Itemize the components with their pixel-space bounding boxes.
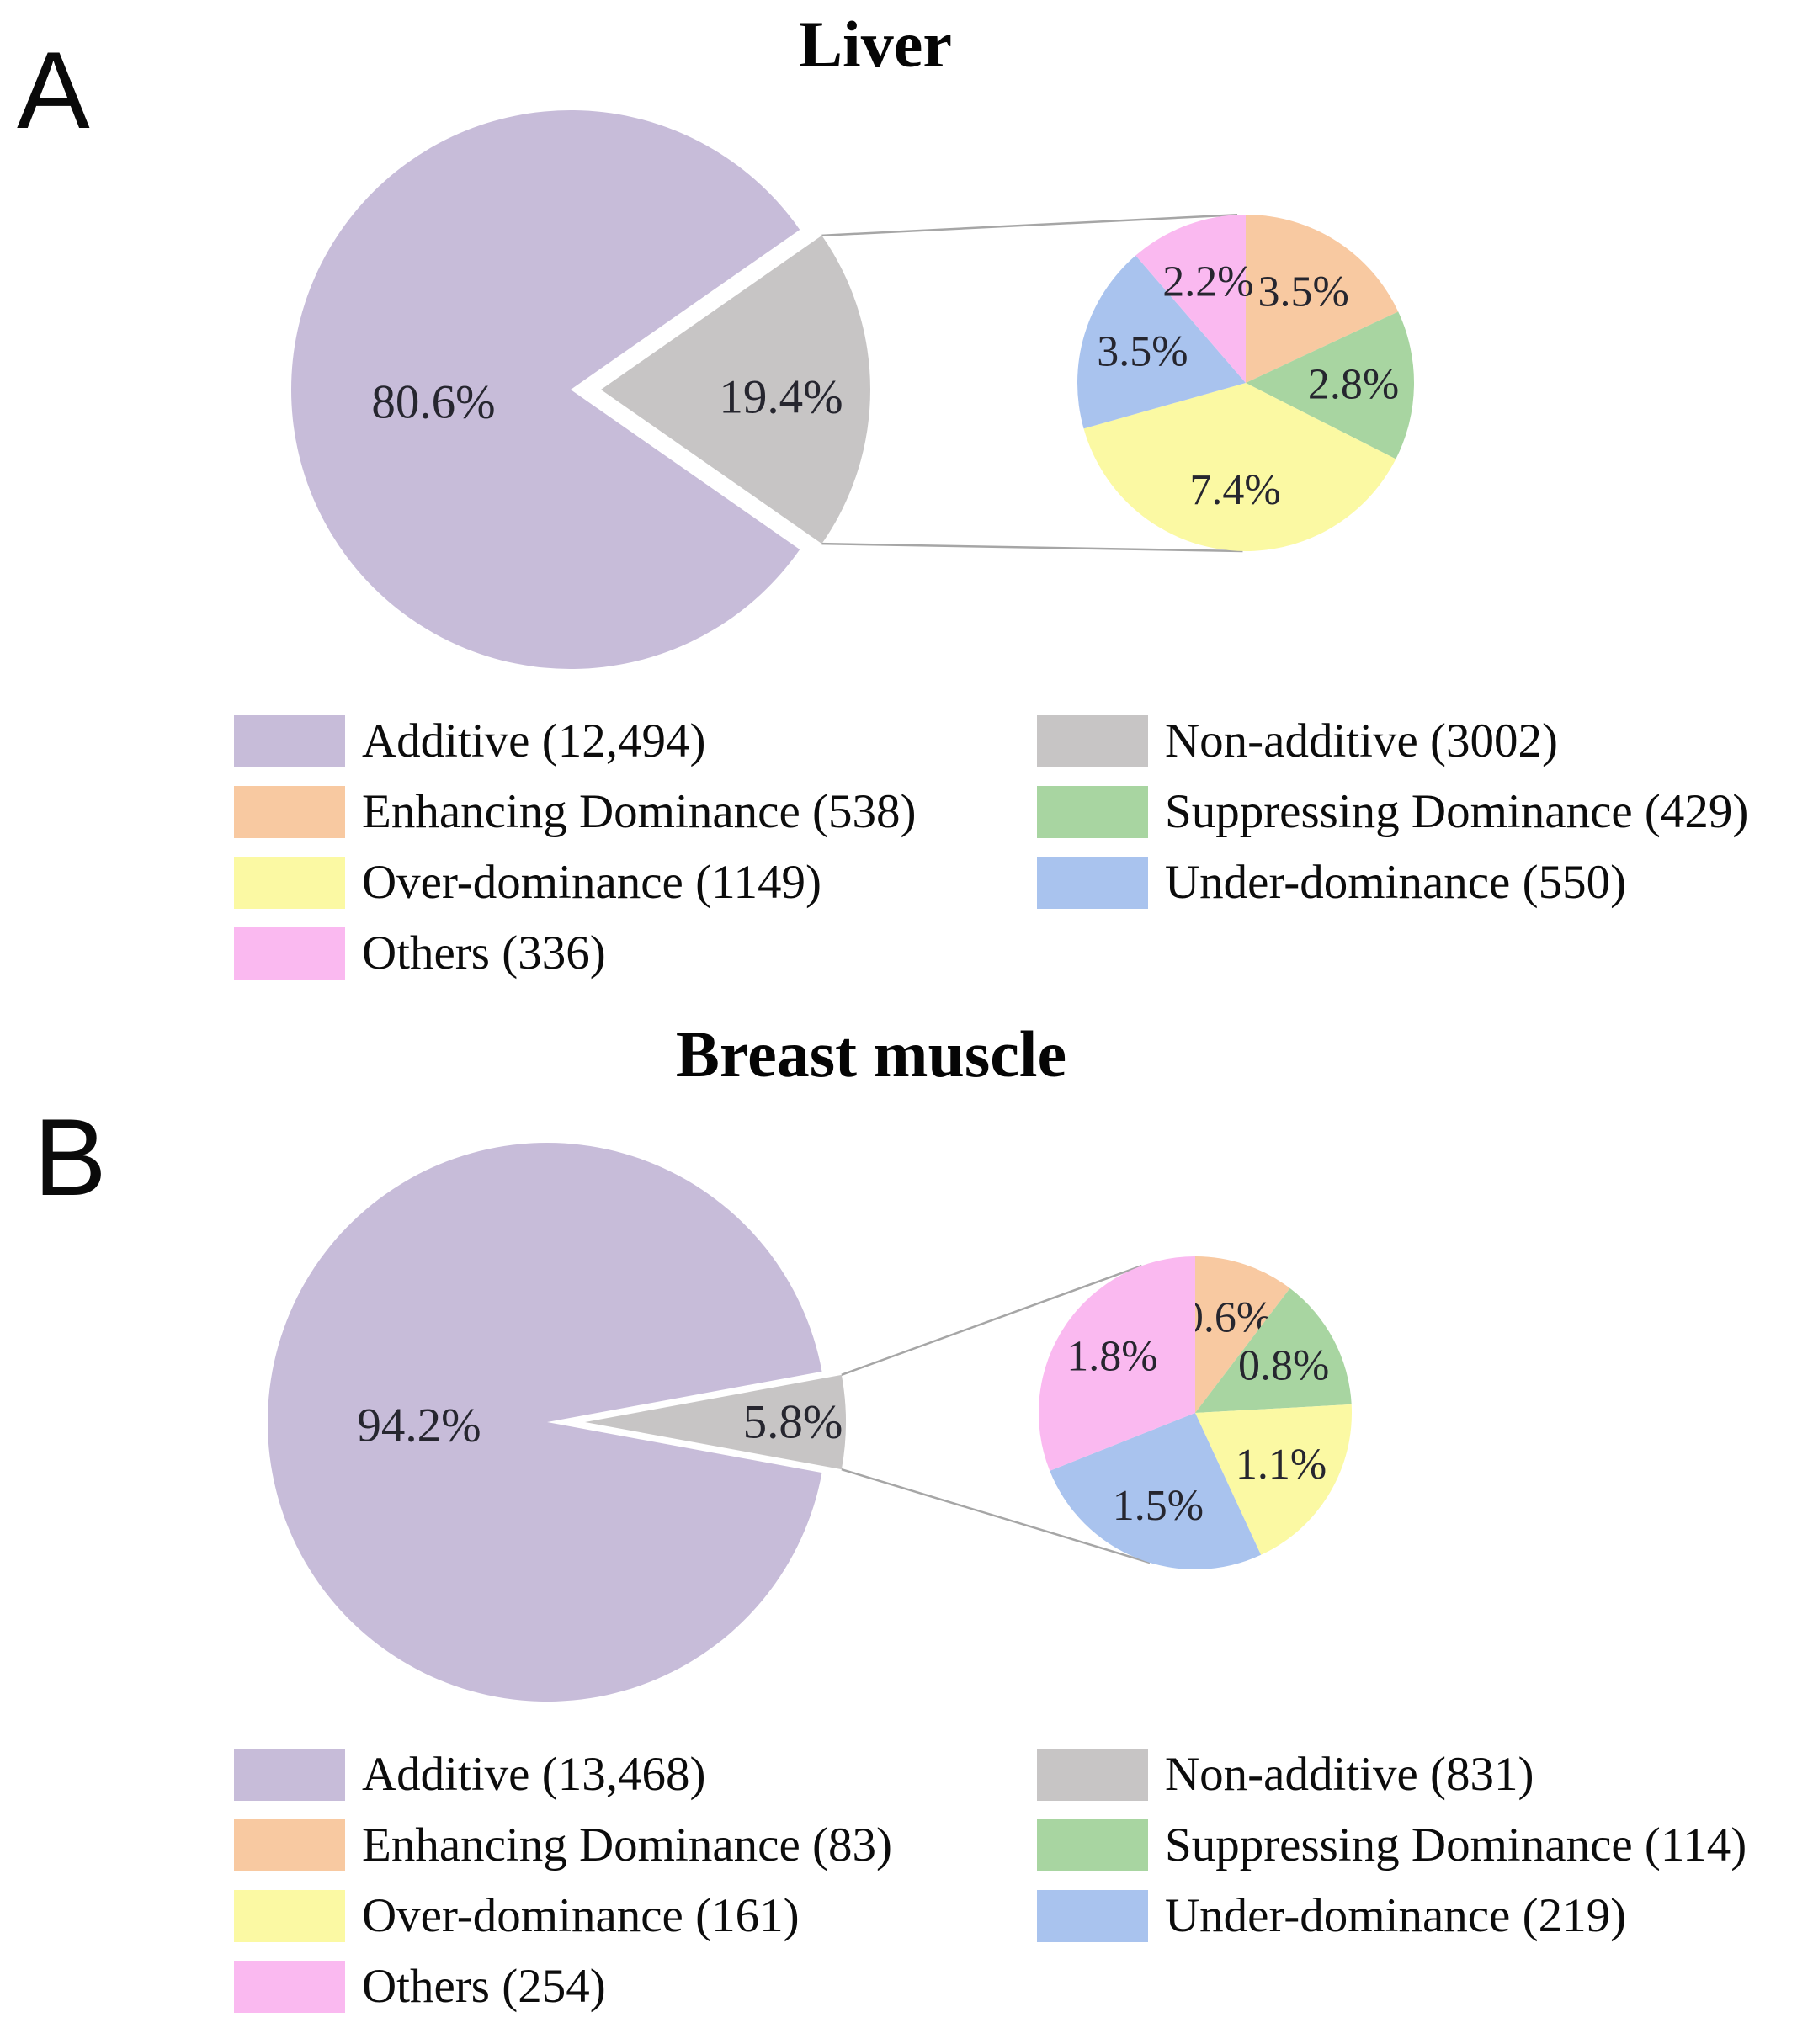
legend-item-additive: Additive (13,468) xyxy=(234,1749,892,1801)
legend-swatch-additive xyxy=(234,1749,345,1801)
main-pie-pct-label-non-additive: 5.8% xyxy=(743,1396,843,1449)
breakout-pct-label: 1.1% xyxy=(1236,1441,1327,1489)
breakout-slice-suppressing-dominance xyxy=(1246,311,1414,459)
breakout-pct-label: 2.8% xyxy=(1308,361,1399,409)
legend-swatch-additive xyxy=(234,715,345,767)
panel-a-letter: A xyxy=(17,29,90,151)
breakout-slice-enhancing-dominance xyxy=(1195,1256,1290,1413)
legend-swatch-under-dominance xyxy=(1037,857,1148,909)
legend-swatch-enhancing-dominance xyxy=(234,786,345,838)
main-pie-slice-non-additive xyxy=(585,1374,846,1470)
callout-line-bottom xyxy=(821,542,1243,553)
legend-label: Over-dominance (161) xyxy=(362,1889,800,1942)
legend-swatch-non-additive xyxy=(1037,715,1148,767)
legend-item-over-dominance: Over-dominance (161) xyxy=(234,1890,892,1942)
legend-swatch-suppressing-dominance xyxy=(1037,1819,1148,1871)
legend-a-right-column: Non-additive (3002) Suppressing Dominanc… xyxy=(1037,715,1748,909)
legend-swatch-others xyxy=(234,1961,345,2013)
breakout-pct-label: 2.2% xyxy=(1162,258,1253,306)
breakout-pct-label: 1.5% xyxy=(1113,1482,1204,1530)
breakout-slice-enhancing-dominance xyxy=(1246,215,1399,383)
legend-item-non-additive: Non-additive (831) xyxy=(1037,1749,1747,1801)
legend-item-additive: Additive (12,494) xyxy=(234,715,916,767)
main-pie-pct-label-additive: 80.6% xyxy=(371,376,495,429)
legend-b-right-column: Non-additive (831) Suppressing Dominance… xyxy=(1037,1749,1747,1942)
legend-swatch-over-dominance xyxy=(234,857,345,909)
callout-line-bottom xyxy=(841,1468,1151,1564)
breakout-slice-over-dominance xyxy=(1083,383,1396,551)
legend-swatch-suppressing-dominance xyxy=(1037,786,1148,838)
legend-a-left-column: Additive (12,494) Enhancing Dominance (5… xyxy=(234,715,916,980)
legend-label: Others (336) xyxy=(362,926,606,980)
callout-line-top xyxy=(821,213,1238,237)
main-pie-slice-non-additive xyxy=(601,235,871,544)
legend-label: Enhancing Dominance (83) xyxy=(362,1818,892,1871)
breakout-pct-label: 3.5% xyxy=(1097,328,1188,376)
legend-label: Suppressing Dominance (114) xyxy=(1165,1818,1747,1871)
breakout-slice-others xyxy=(1135,215,1246,383)
legend-label: Under-dominance (219) xyxy=(1165,1889,1627,1942)
main-pie-slice-additive xyxy=(267,1143,822,1702)
legend-item-others: Others (336) xyxy=(234,927,916,980)
panel-b-title: Breast muscle xyxy=(675,1017,1067,1091)
breakout-pct-label: 1.8% xyxy=(1066,1333,1157,1381)
panel-a-title: Liver xyxy=(799,8,952,81)
breakout-slice-under-dominance xyxy=(1077,255,1246,429)
legend-label: Under-dominance (550) xyxy=(1165,856,1627,909)
legend-item-under-dominance: Under-dominance (550) xyxy=(1037,857,1748,909)
main-pie-pct-label-additive: 94.2% xyxy=(357,1399,481,1452)
callout-line-top xyxy=(841,1265,1142,1377)
panel-b-letter: B xyxy=(34,1096,107,1218)
legend-swatch-over-dominance xyxy=(234,1890,345,1942)
legend-label: Non-additive (3002) xyxy=(1165,714,1558,767)
legend-label: Additive (12,494) xyxy=(362,714,706,767)
legend-swatch-others xyxy=(234,927,345,980)
legend-swatch-enhancing-dominance xyxy=(234,1819,345,1871)
legend-item-suppressing-dominance: Suppressing Dominance (114) xyxy=(1037,1819,1747,1871)
breakout-slice-suppressing-dominance xyxy=(1195,1287,1352,1413)
legend-item-over-dominance: Over-dominance (1149) xyxy=(234,857,916,909)
breakout-pct-label: 0.8% xyxy=(1238,1342,1329,1390)
legend-label: Non-additive (831) xyxy=(1165,1748,1534,1801)
legend-label: Enhancing Dominance (538) xyxy=(362,785,917,838)
legend-item-suppressing-dominance: Suppressing Dominance (429) xyxy=(1037,786,1748,838)
breakout-slice-under-dominance xyxy=(1050,1413,1262,1569)
breakout-pct-label: 3.5% xyxy=(1258,268,1349,316)
legend-item-others: Others (254) xyxy=(234,1961,892,2013)
breakout-slice-over-dominance xyxy=(1195,1404,1352,1555)
breakout-slice-others xyxy=(1039,1256,1195,1471)
legend-swatch-non-additive xyxy=(1037,1749,1148,1801)
legend-swatch-under-dominance xyxy=(1037,1890,1148,1942)
legend-item-enhancing-dominance: Enhancing Dominance (83) xyxy=(234,1819,892,1871)
legend-label: Additive (13,468) xyxy=(362,1748,706,1801)
legend-label: Others (254) xyxy=(362,1960,606,2013)
legend-label: Suppressing Dominance (429) xyxy=(1165,785,1749,838)
legend-item-enhancing-dominance: Enhancing Dominance (538) xyxy=(234,786,916,838)
legend-item-non-additive: Non-additive (3002) xyxy=(1037,715,1748,767)
legend-b-left-column: Additive (13,468) Enhancing Dominance (8… xyxy=(234,1749,892,2013)
main-pie-slice-additive xyxy=(291,109,800,669)
legend-label: Over-dominance (1149) xyxy=(362,856,821,909)
legend-item-under-dominance: Under-dominance (219) xyxy=(1037,1890,1747,1942)
main-pie-pct-label-non-additive: 19.4% xyxy=(719,371,843,424)
breakout-pct-label: 7.4% xyxy=(1189,466,1280,514)
